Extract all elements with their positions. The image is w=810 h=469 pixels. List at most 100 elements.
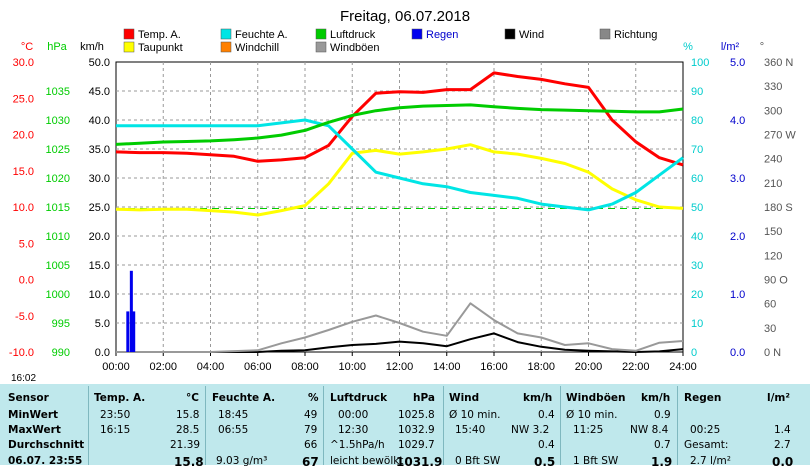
y-tick-label: 20 <box>691 289 703 301</box>
statistics-table: Sensor Temp. A. °C Feuchte A. % Luftdruc… <box>0 384 810 469</box>
y-tick-label: 5.0 <box>730 57 745 69</box>
min-pressure-value: 1025.8 <box>398 409 435 421</box>
y-tick-label: 80 <box>691 115 703 127</box>
y-tick-label: 120 <box>764 250 782 262</box>
max-humidity-time: 06:55 <box>218 424 249 436</box>
x-tick-label: 14:00 <box>433 361 461 373</box>
x-tick-label: 18:00 <box>527 361 555 373</box>
y-tick-label: 50 <box>691 202 703 214</box>
legend-label-feuchte-a-: Feuchte A. <box>235 29 288 41</box>
y-tick-label: 25.0 <box>89 202 110 214</box>
axis-unit-label: km/h <box>80 41 104 53</box>
current-gusts-text: 1 Bft SW <box>573 455 619 467</box>
header-pressure: Luftdruck <box>330 392 388 404</box>
header-pressure-unit: hPa <box>413 392 435 404</box>
y-tick-label: 60 <box>764 299 776 311</box>
y-tick-label: 1.0 <box>730 289 745 301</box>
legend-swatch-windchill <box>220 41 232 53</box>
series-line-wind <box>116 332 684 353</box>
x-tick-label: 20:00 <box>575 361 603 373</box>
legend-label-windb-en: Windböen <box>330 42 380 54</box>
y-tick-label: 990 <box>52 347 70 359</box>
avg-humidity-value: 66 <box>304 439 318 451</box>
legend-swatch-regen <box>411 28 423 40</box>
y-tick-label: 20.0 <box>13 130 34 142</box>
chart-axes: 00:00 02:00 04:00 06:00 08:00 10:00 12:00 14:00… <box>9 41 796 373</box>
x-tick-label: 22:00 <box>622 361 650 373</box>
avg-pressure-trend: ^1.5hPa/h <box>330 439 385 451</box>
header-humidity-unit: % <box>308 392 319 404</box>
series-line-windb-en <box>116 302 684 353</box>
legend-label-richtung: Richtung <box>614 29 657 41</box>
y-tick-label: 10.0 <box>13 202 34 214</box>
y-tick-label: 270 W <box>764 130 796 142</box>
header-rain-unit: l/m² <box>767 392 790 404</box>
chart-title: Freitag, 06.07.2018 <box>340 8 470 25</box>
min-wind-value: 0.4 <box>538 409 555 421</box>
y-tick-label: 15.0 <box>13 166 34 178</box>
series-line-taupunkt <box>115 143 684 217</box>
current-rain-value: 0.0 <box>772 455 794 469</box>
legend-label-temp-a-: Temp. A. <box>138 29 181 41</box>
avg-gusts-value: 0.7 <box>654 439 671 451</box>
header-rain: Regen <box>684 392 722 404</box>
header-wind-unit: km/h <box>523 392 553 404</box>
legend-swatch-temp-a- <box>123 28 135 40</box>
min-pressure-time: 00:00 <box>338 409 369 421</box>
y-tick-label: 70 <box>691 144 703 156</box>
row-label-current: 06.07. 23:55 <box>8 455 83 467</box>
y-tick-label: 180 S <box>764 202 793 214</box>
y-tick-label: 1000 <box>46 289 70 301</box>
y-tick-label: 40 <box>691 231 703 243</box>
x-tick-label: 12:00 <box>386 361 414 373</box>
total-rain-label: Gesamt: <box>684 439 729 451</box>
series-line-luftdruck <box>115 103 684 146</box>
avg-temp-value: 21.39 <box>170 439 201 451</box>
y-tick-label: 90 <box>691 86 703 98</box>
legend-label-luftdruck: Luftdruck <box>330 29 376 41</box>
y-tick-label: 360 N <box>764 57 793 69</box>
max-humidity-value: 79 <box>304 424 318 436</box>
max-wind-time: 15:40 <box>455 424 486 436</box>
y-tick-label: 0.0 <box>730 347 745 359</box>
y-tick-label: 40.0 <box>89 115 110 127</box>
row-label-min: MinWert <box>8 409 59 421</box>
x-tick-label: 04:00 <box>197 361 225 373</box>
y-tick-label: 30.0 <box>89 173 110 185</box>
y-tick-label: 60 <box>691 173 703 185</box>
y-tick-label: 0 N <box>764 347 781 359</box>
y-tick-label: 50.0 <box>89 57 110 69</box>
y-tick-label: 300 <box>764 105 782 117</box>
header-gusts: Windböen <box>566 392 626 404</box>
axis-unit-label: hPa <box>47 41 67 53</box>
max-rain-time: 00:25 <box>690 424 721 436</box>
min-humidity-time: 18:45 <box>218 409 249 421</box>
y-tick-label: 1020 <box>46 173 70 185</box>
current-wind-value: 0.5 <box>534 455 556 469</box>
max-gusts-time: 11:25 <box>573 424 604 436</box>
y-tick-label: 30 <box>764 323 776 335</box>
max-temp-value: 28.5 <box>176 424 200 436</box>
y-tick-label: 995 <box>52 318 70 330</box>
y-tick-label: 240 <box>764 154 782 166</box>
min-wind-text: Ø 10 min. <box>449 409 501 421</box>
header-sensor: Sensor <box>8 392 49 404</box>
y-tick-label: 1025 <box>46 144 70 156</box>
current-pressure-value: 1031.9 <box>396 455 443 469</box>
legend-swatch-taupunkt <box>123 41 135 53</box>
min-gusts-value: 0.9 <box>654 409 671 421</box>
current-humidity-value: 67 <box>302 455 319 469</box>
time-label: 16:02 <box>11 373 36 384</box>
rain-bar <box>126 311 130 352</box>
current-wind-text: 0 Bft SW <box>455 455 501 467</box>
avg-pressure-value: 1029.7 <box>398 439 435 451</box>
x-tick-label: 06:00 <box>244 361 272 373</box>
x-tick-label: 10:00 <box>338 361 366 373</box>
current-abs-humidity: 9.03 g/m³ <box>216 455 268 467</box>
axis-unit-label: l/m² <box>721 41 740 53</box>
legend-swatch-feuchte-a- <box>220 28 232 40</box>
current-temp-value: 15.8 <box>174 455 204 469</box>
y-tick-label: 5.0 <box>95 318 110 330</box>
header-temp-unit: °C <box>186 392 199 404</box>
max-pressure-value: 1032.9 <box>398 424 435 436</box>
